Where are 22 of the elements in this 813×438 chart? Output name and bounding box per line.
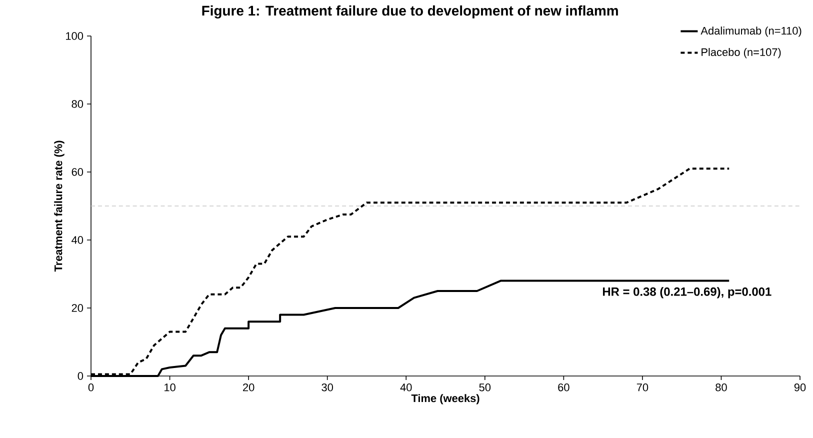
- chart-title: Figure 1: Treatment failure due to development of new inflamm: [202, 5, 618, 18]
- y-tick-label: 100: [66, 32, 84, 40]
- y-tick-label: 80: [72, 100, 84, 108]
- x-tick-label: 50: [479, 384, 491, 392]
- x-tick-label: 40: [400, 384, 412, 392]
- legend-label: Adalimumab (n=110): [700, 26, 802, 37]
- y-tick-label: 60: [72, 168, 84, 176]
- y-axis-title: Treatment failure rate (%): [54, 140, 64, 272]
- legend-label: Placebo (n=107): [702, 48, 781, 58]
- x-tick-label: 70: [636, 384, 648, 392]
- x-tick-label: 60: [558, 384, 570, 392]
- y-tick-label: 0: [78, 372, 84, 380]
- x-tick-label: 90: [794, 384, 806, 392]
- x-tick-label: 10: [164, 384, 176, 392]
- x-axis-title: Time (weeks): [411, 394, 480, 404]
- x-tick-label: 80: [716, 384, 727, 392]
- y-tick-label: 40: [72, 236, 84, 244]
- y-tick-label: 20: [72, 304, 84, 312]
- x-tick-label: 0: [88, 384, 94, 392]
- annotation: HR = 0.38 (0.21–0.69), p=0.001: [602, 287, 772, 298]
- x-tick-label: 30: [322, 384, 333, 392]
- x-tick-label: 20: [243, 384, 254, 392]
